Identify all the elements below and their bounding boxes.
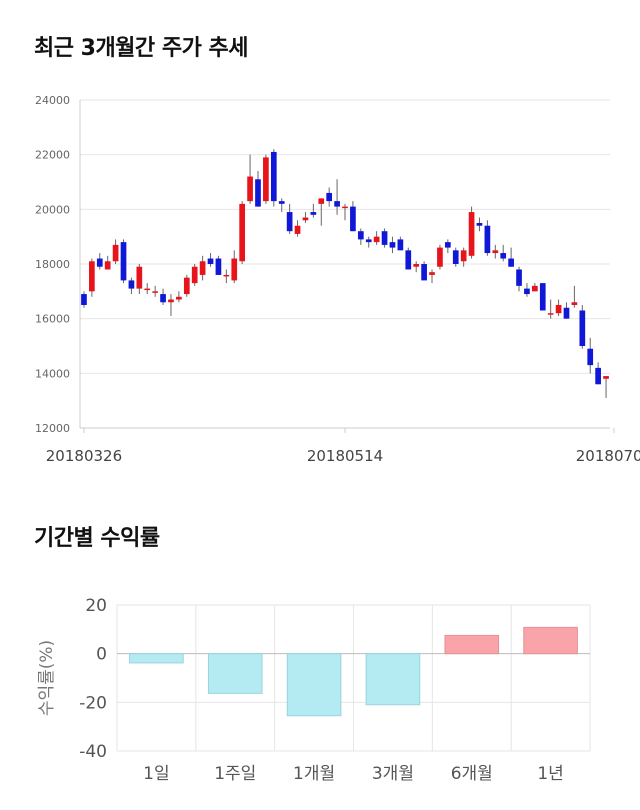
candle-body: [460, 250, 467, 262]
candle-body: [468, 212, 475, 256]
candle-body: [389, 242, 396, 248]
candle-body: [120, 242, 127, 281]
return-bar: [207, 653, 263, 694]
candle-body: [191, 266, 198, 284]
candle-body: [350, 206, 356, 232]
candle-body: [421, 264, 427, 281]
candle-body: [405, 250, 412, 270]
candle-body: [310, 212, 317, 215]
category-label: 3개월: [372, 764, 414, 784]
category-label: 1개월: [293, 764, 335, 784]
x-tick-label: 20180326: [46, 447, 122, 465]
candle-body: [484, 225, 491, 254]
candle-body: [215, 258, 222, 275]
candle-body: [152, 291, 158, 293]
y-tick-label: 12000: [35, 422, 70, 435]
candlestick-chart: 12000 14000 16000 18000 20000 22000 24000 20180…: [35, 94, 640, 465]
candle-body: [357, 231, 364, 240]
y-tick-label: -40: [79, 742, 107, 762]
candle-body: [104, 261, 111, 270]
candle-body: [239, 203, 246, 262]
candle-body: [547, 313, 554, 315]
candle-body: [595, 367, 601, 385]
candle-body: [278, 201, 285, 204]
candle-body: [183, 277, 190, 295]
candle-body: [413, 264, 420, 267]
candle-body: [429, 272, 435, 275]
y-tick-label: 18000: [35, 258, 70, 271]
period-return-title: 기간별 수익률: [34, 526, 160, 551]
return-bar: [523, 626, 578, 655]
candle-body: [579, 310, 586, 346]
x-tick-label: 20180514: [307, 447, 383, 465]
candle-body: [452, 250, 459, 264]
candle-body: [302, 217, 309, 221]
candle-body: [500, 253, 507, 259]
candle-body: [571, 302, 578, 305]
return-bar: [129, 653, 184, 664]
candle-body: [365, 239, 372, 243]
candle-body: [294, 225, 301, 234]
candle-body: [112, 244, 119, 262]
return-bar: [286, 653, 342, 717]
y-tick-label: 14000: [35, 367, 70, 380]
candle-body: [437, 247, 443, 267]
candle-body: [381, 231, 388, 245]
candle-body: [176, 296, 182, 300]
y-tick-label: 0: [96, 645, 107, 665]
candle-body: [255, 179, 261, 207]
y-axis-label: 수익률(%): [37, 640, 57, 716]
candle-body: [136, 266, 143, 289]
candle-body: [342, 206, 348, 209]
candle-body: [168, 299, 174, 303]
candle-body: [318, 198, 325, 204]
y-tick-label: 20000: [35, 203, 70, 216]
category-label: 6개월: [451, 764, 493, 784]
candle-body: [587, 348, 594, 366]
candle-body: [207, 258, 214, 264]
candle-body: [334, 201, 340, 207]
candle-body: [397, 239, 404, 251]
category-label: 1주일: [214, 764, 256, 784]
y-tick-label: -20: [79, 693, 107, 713]
candle-body: [144, 288, 151, 291]
stock-trend-title: 최근 3개월간 주가 추세: [34, 36, 248, 61]
candle-body: [539, 283, 546, 311]
candle-body: [516, 269, 522, 286]
candle-body: [326, 192, 333, 202]
candle-body: [603, 376, 609, 379]
candle-body: [199, 261, 206, 275]
candle-body: [563, 307, 570, 319]
return-bar-chart: 20 0 -20 -40 수익률(%) 1일 1주일 1개월 3개월 6개월 1년: [37, 596, 591, 784]
candle-body: [89, 261, 95, 292]
x-tick-label: 20180703: [576, 447, 640, 465]
y-tick-label: 24000: [35, 94, 70, 107]
candle-body: [286, 212, 293, 232]
category-label: 1일: [143, 764, 169, 784]
return-bar: [444, 634, 500, 655]
y-tick-label: 22000: [35, 149, 70, 162]
candle-body: [96, 258, 103, 267]
category-label: 1년: [537, 764, 563, 784]
return-bar: [365, 653, 421, 706]
candle-body: [247, 176, 253, 202]
candle-body: [128, 280, 135, 289]
y-tick-label: 20: [85, 596, 107, 616]
candle-body: [555, 305, 562, 314]
candle-body: [476, 223, 483, 226]
candle-body: [270, 151, 277, 202]
candle-body: [492, 250, 499, 254]
candle-body: [263, 157, 269, 202]
candle-body: [223, 274, 230, 277]
candle-body: [532, 285, 538, 292]
candle-body: [373, 236, 380, 243]
y-tick-label: 16000: [35, 313, 70, 326]
candle-body: [508, 258, 514, 267]
candle-body: [524, 288, 530, 295]
candle-body: [160, 294, 166, 303]
candle-body: [231, 258, 238, 281]
candle-body: [81, 294, 87, 305]
candle-body: [444, 242, 451, 248]
